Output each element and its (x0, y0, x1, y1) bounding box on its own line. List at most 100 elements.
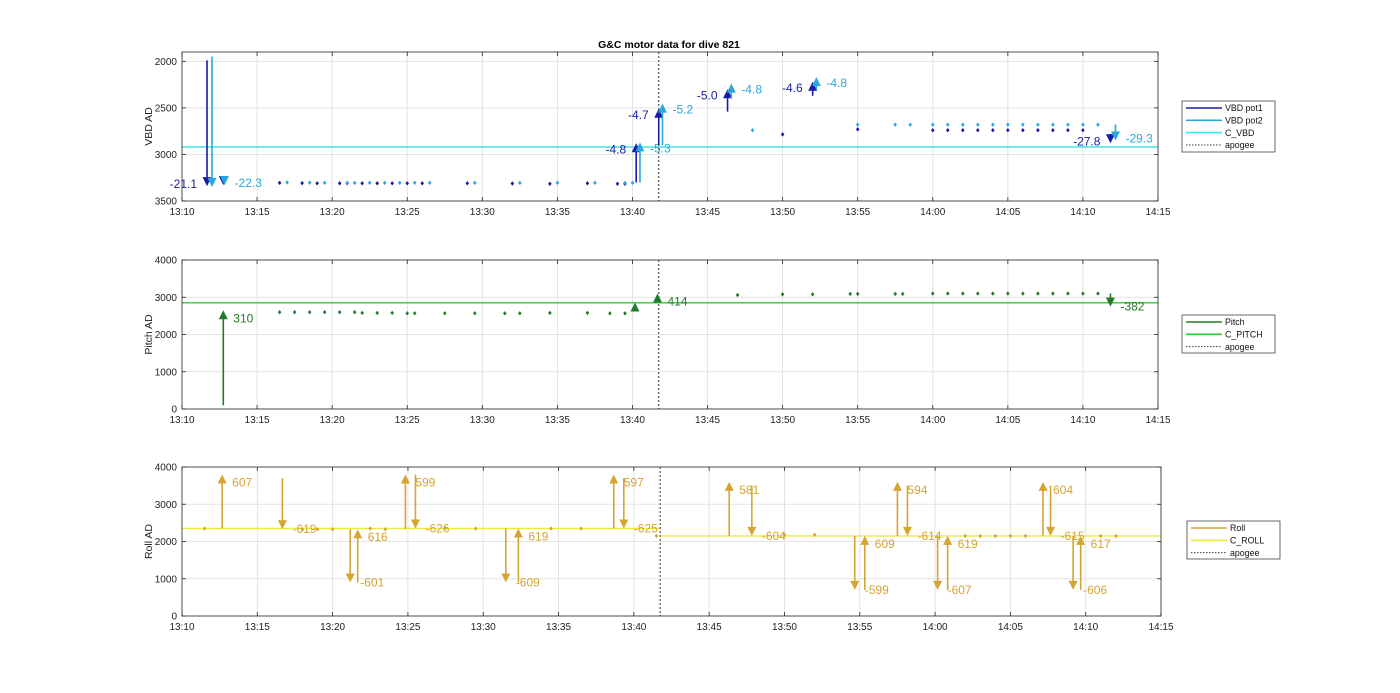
data-point (1051, 122, 1055, 127)
x-tick-label: 13:30 (471, 622, 496, 633)
data-point (1006, 291, 1010, 296)
data-point (782, 532, 787, 537)
data-point (1114, 533, 1118, 539)
move-arrow: 594 (892, 481, 928, 536)
data-point (548, 310, 552, 316)
move-arrow: 414 (652, 293, 688, 309)
x-tick-label: 14:15 (1148, 622, 1173, 633)
move-arrow: -5.0 (697, 88, 733, 112)
move-arrow: -4.8 (811, 76, 847, 90)
data-point (1066, 122, 1070, 127)
data-point (382, 180, 387, 186)
move-arrow: -27.8 (1073, 133, 1115, 148)
move-label: -601 (360, 575, 384, 589)
data-point (1081, 291, 1085, 296)
move-head (1110, 131, 1120, 141)
move-label: 616 (368, 530, 388, 544)
legend-box (1181, 100, 1276, 153)
move-arrow: -619 (277, 478, 317, 536)
data-point (503, 311, 507, 316)
data-point (585, 181, 590, 186)
data-point (473, 180, 477, 186)
move-arrow: 616 (353, 529, 388, 583)
data-point (202, 526, 207, 531)
move-arrow: -4.8 (606, 142, 641, 183)
data-point (307, 180, 312, 185)
data-point (1081, 122, 1085, 127)
move-head (943, 535, 953, 545)
data-point (945, 291, 950, 296)
y-tick-label: 2500 (155, 103, 178, 114)
data-point (976, 122, 980, 127)
x-tick-label: 13:30 (470, 415, 495, 426)
x-tick-label: 14:10 (1070, 207, 1095, 218)
x-tick-label: 14:10 (1073, 622, 1098, 633)
data-point (518, 311, 522, 316)
data-point (991, 122, 995, 127)
data-point (1081, 128, 1085, 133)
x-tick-label: 13:25 (395, 415, 420, 426)
data-point (623, 311, 627, 316)
move-head (619, 519, 629, 529)
move-arrow (207, 56, 217, 188)
data-point (510, 181, 515, 186)
move-head (811, 77, 821, 87)
move-head (747, 526, 757, 536)
move-label: -625 (634, 521, 658, 535)
move-label: -619 (292, 522, 316, 536)
x-tick-label: 14:05 (998, 622, 1023, 633)
move-arrow: 617 (1076, 535, 1111, 590)
move-head (652, 293, 662, 303)
move-arrow: 597 (609, 474, 644, 529)
data-point (930, 128, 935, 133)
move-head (1038, 481, 1048, 491)
move-head (217, 474, 227, 484)
x-tick-label: 13:35 (545, 207, 570, 218)
data-point (930, 122, 935, 127)
legend-label: Roll (1230, 523, 1245, 533)
move-label: 617 (1091, 537, 1111, 551)
move-label: -5.3 (650, 141, 671, 155)
move-arrow: -4.6 (782, 81, 818, 96)
data-point (945, 128, 950, 133)
move-label: 609 (875, 537, 895, 551)
move-head (501, 573, 511, 583)
figure-title: G&C motor data for dive 821 (598, 39, 740, 51)
move-arrow: -625 (619, 478, 658, 535)
x-axis: 13:10 13:15 13:20 13:25 13:30 13:35 13:40 13:45… (169, 467, 1174, 633)
move-arrow: -609 (501, 528, 540, 589)
y-tick-label: 2000 (155, 57, 178, 68)
move-label: 599 (415, 475, 435, 489)
y-tick-label: 1000 (155, 574, 178, 585)
y-tick-label: 3000 (155, 500, 178, 511)
move-head (657, 103, 667, 113)
series-vbd-pot2 (285, 122, 1100, 186)
data-point (322, 180, 327, 186)
data-point (1096, 291, 1100, 296)
x-tick-label: 13:40 (620, 207, 645, 218)
legend-label: VBD pot1 (1225, 103, 1263, 113)
data-point (961, 128, 965, 133)
x-tick-label: 13:25 (395, 207, 420, 218)
move-head (400, 474, 410, 484)
data-point (893, 122, 898, 127)
data-point (473, 311, 477, 316)
x-tick-label: 13:20 (320, 415, 345, 426)
move-head (635, 142, 645, 152)
data-point (608, 311, 612, 316)
move-arrow: -601 (345, 529, 385, 589)
data-point (405, 181, 410, 186)
data-point (375, 310, 379, 316)
move-arrow: -5.2 (657, 103, 693, 146)
data-point (300, 527, 305, 532)
data-point (1098, 533, 1103, 539)
move-head (654, 108, 664, 118)
move-label: 597 (624, 475, 644, 489)
data-point (337, 309, 342, 315)
data-point (961, 291, 965, 296)
x-tick-label: 13:50 (770, 207, 795, 218)
data-point (473, 526, 478, 531)
y-axis: 0 1000 2000 3000 4000 (155, 463, 1161, 623)
x-tick-label: 14:05 (995, 207, 1020, 218)
